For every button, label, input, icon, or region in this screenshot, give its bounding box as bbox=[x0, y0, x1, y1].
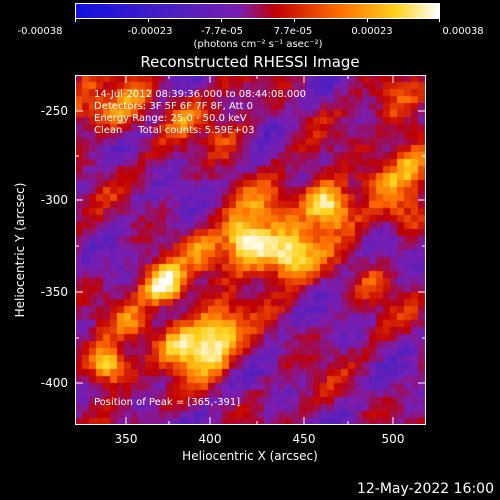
colorbar-tick bbox=[439, 18, 440, 22]
colorbar-tick bbox=[367, 18, 368, 22]
rhessi-image-map bbox=[75, 75, 426, 425]
clean-counts-text: Clean Total counts: 5.59E+03 bbox=[94, 125, 255, 136]
energy-range-text: Energy Range: 25.0 - 50.0 keV bbox=[94, 113, 247, 124]
colorbar-tick-label: 0.00023 bbox=[351, 26, 393, 37]
colorbar-tick bbox=[75, 18, 76, 22]
y-tick-label: -250 bbox=[40, 104, 68, 118]
plot-datestamp: 12-May-2022 16:00 bbox=[356, 481, 494, 497]
time-range-text: 14-Jul-2012 08:39:36.000 to 08:44:08.000 bbox=[94, 89, 306, 100]
colorbar-tick bbox=[294, 18, 295, 22]
x-axis-label: Heliocentric X (arcsec) bbox=[182, 449, 318, 463]
colorbar-tick-label: -0.00023 bbox=[127, 26, 173, 37]
colorbar-tick bbox=[221, 18, 222, 22]
y-axis-label: Heliocentric Y (arcsec) bbox=[13, 182, 27, 318]
colorbar-tick bbox=[148, 18, 149, 22]
colorbar-units: (photons cm⁻² s⁻¹ asec⁻²) bbox=[193, 39, 323, 50]
colorbar bbox=[75, 3, 440, 19]
x-tick-label: 350 bbox=[114, 432, 138, 446]
y-tick-label: -300 bbox=[40, 193, 68, 207]
x-tick-label: 400 bbox=[198, 432, 222, 446]
y-tick-label: -400 bbox=[40, 376, 68, 390]
colorbar-tick-label: 0.00038 bbox=[442, 26, 484, 37]
x-tick-label: 450 bbox=[292, 432, 316, 446]
colorbar-tick-label: -0.00038 bbox=[17, 26, 63, 37]
image-title: Reconstructed RHESSI Image bbox=[140, 53, 360, 71]
y-tick-label: -350 bbox=[40, 285, 68, 299]
peak-position-text: Position of Peak = [365,-391] bbox=[94, 397, 241, 408]
colorbar-tick-label: -7.7e-05 bbox=[201, 26, 243, 37]
colorbar-tick-label: 7.7e-05 bbox=[273, 26, 313, 37]
x-tick-label: 500 bbox=[381, 432, 405, 446]
detectors-text: Detectors: 3F 5F 6F 7F 8F, Att 0 bbox=[94, 101, 254, 112]
